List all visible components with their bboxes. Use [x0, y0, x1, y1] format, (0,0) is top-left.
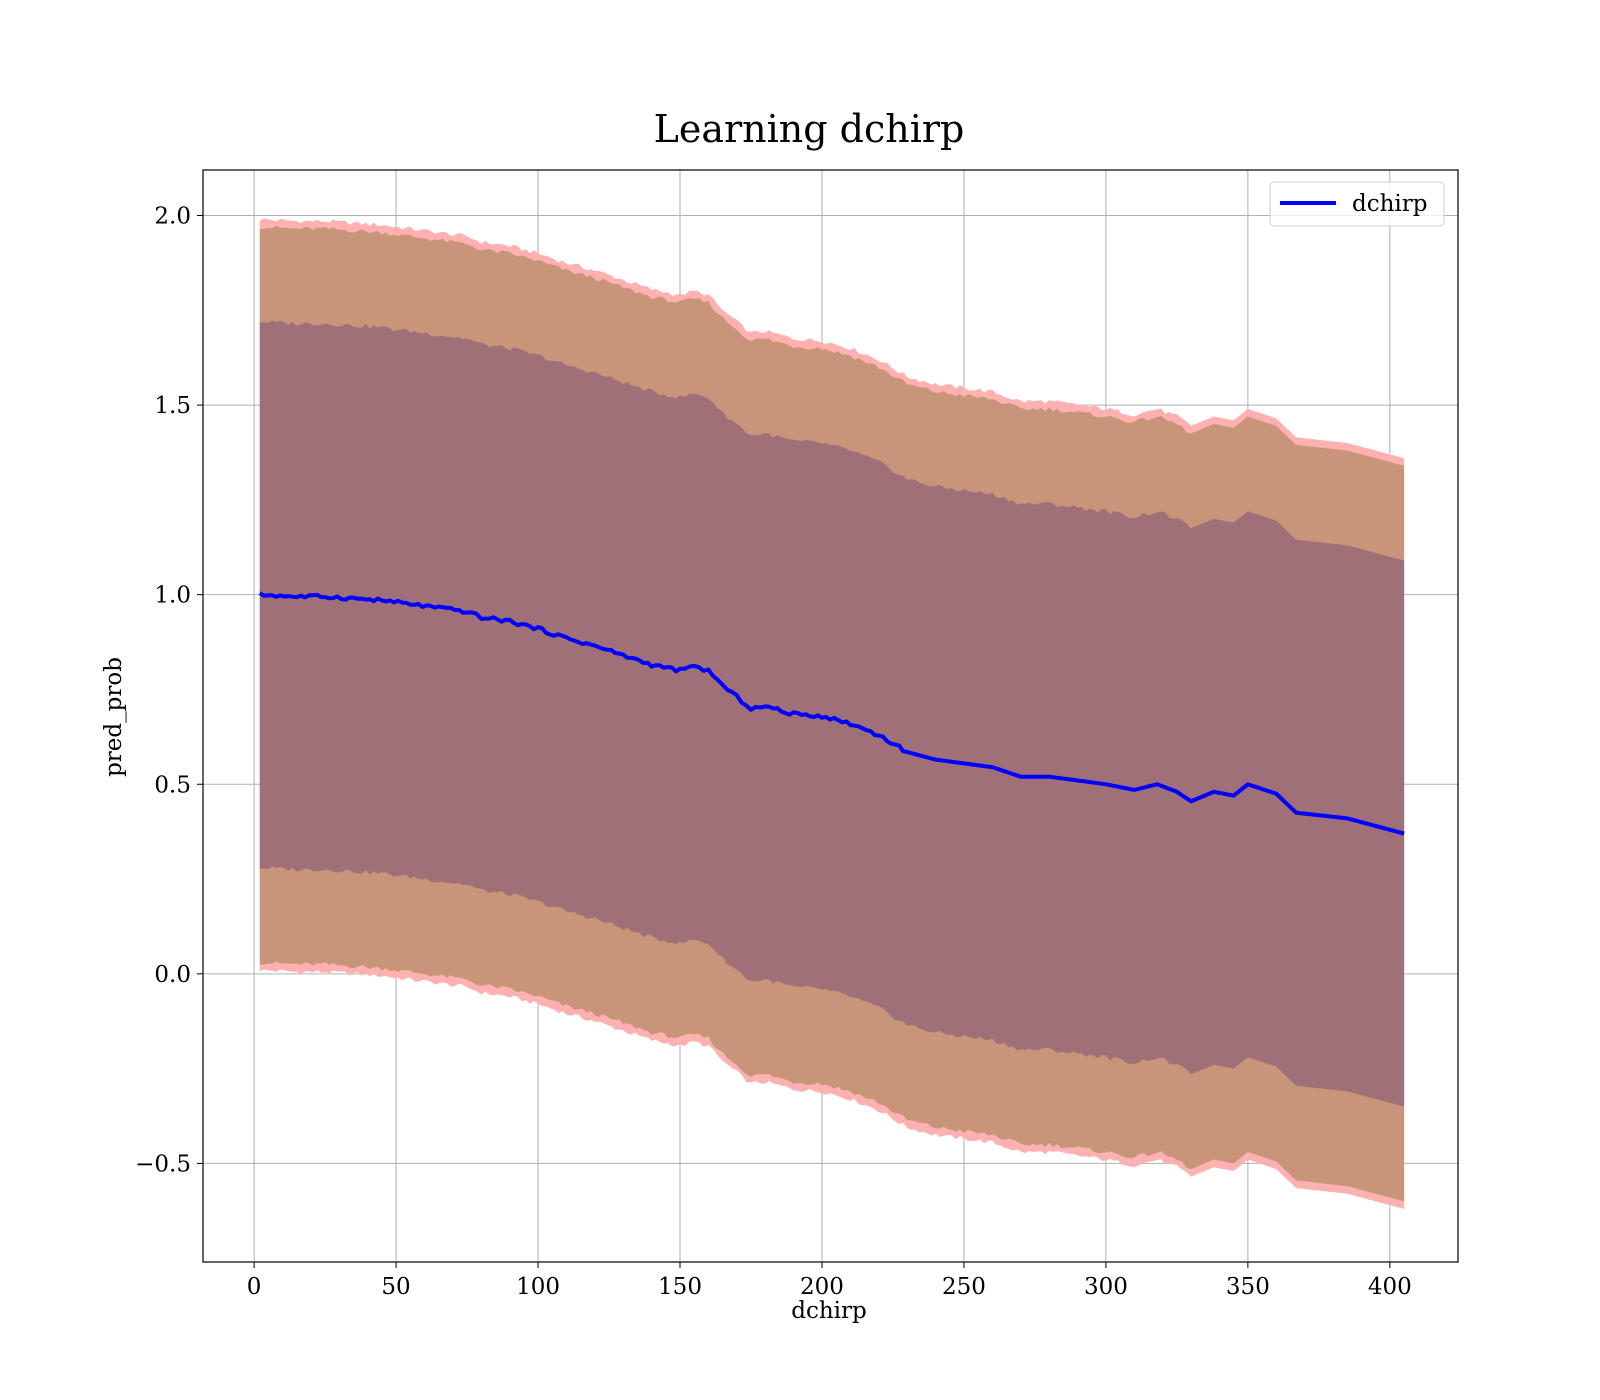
- x-tick-label: 350: [1226, 1274, 1270, 1300]
- series-lines: [258, 591, 1405, 836]
- x-tick-label: 250: [942, 1274, 986, 1300]
- legend-box: [1269, 181, 1445, 227]
- plot-area: [202, 169, 1459, 1263]
- inner-band: [259, 320, 1405, 1107]
- y-axis-label: pred_prob: [101, 657, 127, 777]
- x-tick-label: 300: [1084, 1274, 1128, 1300]
- plot-frame: [202, 169, 1459, 1263]
- y-tick-label: 0.5: [154, 772, 191, 798]
- y-tick-label: 1.5: [154, 393, 191, 419]
- legend: dchirp: [1269, 181, 1445, 227]
- x-tick-label: 150: [658, 1274, 702, 1300]
- x-axis-label: dchirp: [791, 1298, 867, 1324]
- y-tick-label: 1.0: [154, 583, 191, 609]
- y-tick-label: 2.0: [154, 204, 191, 230]
- confidence-bands: [259, 218, 1405, 1209]
- y-tick-label: −0.5: [135, 1151, 191, 1177]
- chart-title: Learning dchirp: [654, 107, 965, 151]
- x-axis-ticks: 0 50 100 150 200 250 300 350 400: [247, 1262, 1412, 1300]
- x-tick-label: 0: [247, 1274, 262, 1300]
- legend-label-dchirp: dchirp: [1352, 191, 1428, 217]
- y-tick-label: 0.0: [154, 962, 191, 988]
- x-tick-label: 50: [381, 1274, 410, 1300]
- series-line-dchirp: [258, 591, 1405, 836]
- x-tick-label: 400: [1368, 1274, 1412, 1300]
- x-tick-label: 100: [516, 1274, 560, 1300]
- y-axis-ticks: −0.5 0.0 0.5 1.0 1.5 2.0: [135, 204, 203, 1177]
- x-tick-label: 200: [800, 1274, 844, 1300]
